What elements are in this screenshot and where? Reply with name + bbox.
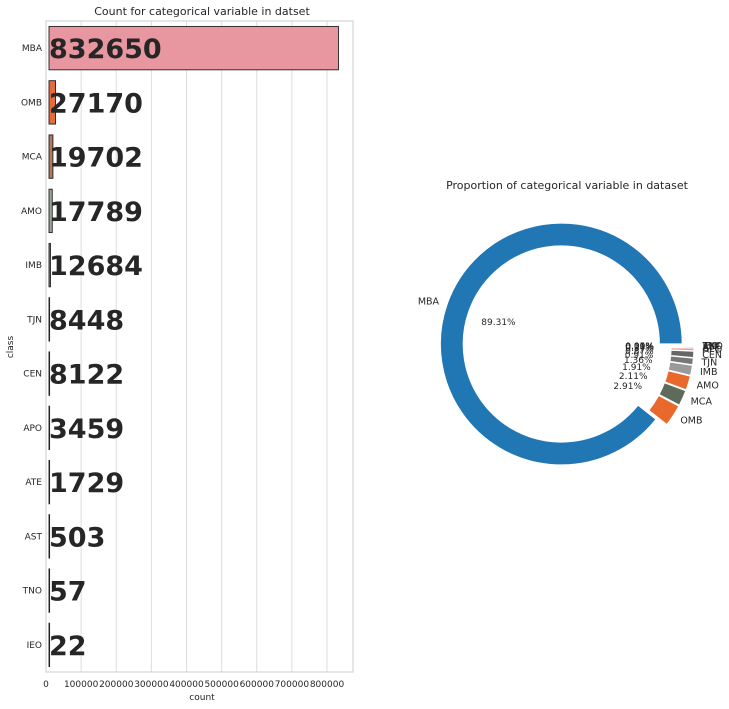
- bar-value-label: 12684: [49, 251, 143, 282]
- bar-value-label: 832650: [49, 34, 162, 65]
- pie-slice-label: TJN: [701, 358, 718, 369]
- pie-pct-label: 0.00%: [625, 342, 654, 352]
- y-tick-label: IEO: [27, 641, 42, 651]
- pie-slice-label: ATE: [703, 342, 721, 353]
- y-axis-label: class: [6, 336, 16, 359]
- bar-value-label: 22: [49, 631, 87, 662]
- pie-pct-label: 0.37%: [625, 344, 654, 354]
- bar-value-label: 3459: [49, 414, 124, 445]
- bar-value-label: 17789: [49, 197, 143, 228]
- x-tick-label: 600000: [240, 680, 275, 690]
- pie-pct-label: 0.19%: [625, 343, 654, 353]
- y-tick-label: MBA: [22, 44, 43, 54]
- pie-pct-label: 89.31%: [481, 318, 516, 328]
- bar: [48, 80, 56, 125]
- pie-slice-label: AMO: [697, 381, 719, 392]
- y-tick-label: MCA: [22, 153, 43, 163]
- pie-slice-label: AST: [703, 341, 722, 352]
- x-tick-label: 800000: [310, 680, 345, 690]
- y-tick-label: OMB: [21, 98, 42, 108]
- x-axis-label: count: [189, 693, 215, 703]
- bar: [48, 568, 51, 613]
- bar: [48, 242, 51, 288]
- bar-value-label: 57: [49, 577, 87, 608]
- pie-pct-label: 0.01%: [625, 342, 654, 352]
- bar: [48, 459, 51, 505]
- x-tick-label: 100000: [64, 680, 99, 690]
- pie-slice-label: MBA: [418, 296, 440, 307]
- pie-slice-label: IMB: [700, 367, 718, 378]
- bar: [48, 25, 339, 71]
- bar: [48, 622, 51, 668]
- y-tick-label: TJN: [26, 315, 42, 325]
- y-tick-label: ATE: [25, 478, 42, 488]
- y-tick-label: CEN: [23, 370, 42, 380]
- bar-value-label: 19702: [49, 143, 143, 174]
- bar: [48, 405, 51, 451]
- bar: [48, 514, 51, 559]
- pie-slice-label: APO: [702, 345, 722, 356]
- y-tick-label: IMB: [25, 261, 42, 271]
- pie-pct-label: 2.11%: [619, 372, 648, 382]
- pie-pct-label: 0.87%: [625, 347, 654, 357]
- y-tick-label: APO: [23, 424, 42, 434]
- bar: [48, 297, 51, 342]
- bar: [48, 351, 51, 396]
- bar: [48, 134, 54, 179]
- x-tick-label: 200000: [99, 680, 134, 690]
- x-tick-label: 400000: [169, 680, 204, 690]
- pie-slice: [439, 222, 683, 466]
- bar-plot-frame: [45, 20, 354, 673]
- pie-slice-label: MCA: [691, 397, 713, 408]
- pie-slice-label: CEN: [702, 350, 722, 361]
- pie-slice: [663, 369, 692, 391]
- pie-pct-label: 0.91%: [625, 351, 654, 361]
- bar-value-label: 8122: [49, 360, 124, 391]
- bar-chart-title: Count for categorical variable in datset: [94, 5, 310, 18]
- x-tick-label: 500000: [204, 680, 239, 690]
- pie-chart-title: Proportion of categorical variable in da…: [446, 179, 689, 192]
- bar-value-label: 1729: [49, 468, 124, 499]
- pie-slice-label: OMB: [680, 415, 702, 426]
- pie-slice-label: IEO: [703, 341, 719, 352]
- y-tick-label: AMO: [21, 207, 42, 217]
- pie-slice: [658, 381, 687, 407]
- pie-chart: Proportion of categorical variable in da…: [418, 179, 723, 466]
- y-tick-label: TNO: [22, 587, 42, 597]
- bar-value-label: 27170: [49, 88, 143, 119]
- y-tick-label: AST: [25, 532, 43, 542]
- x-tick-label: 0: [43, 680, 49, 690]
- pie-pct-label: 1.91%: [622, 363, 651, 373]
- pie-pct-label: 2.91%: [613, 382, 642, 392]
- pie-pct-label: 0.05%: [625, 342, 654, 352]
- pie-pct-label: 1.36%: [624, 356, 653, 366]
- x-tick-label: 700000: [275, 680, 310, 690]
- x-tick-label: 300000: [134, 680, 169, 690]
- pie-slice: [647, 394, 680, 426]
- bar-chart: Count for categorical variable in datset…: [6, 5, 354, 703]
- bar-value-label: 503: [49, 522, 105, 553]
- pie-slice-label: TNO: [702, 341, 723, 352]
- bar-value-label: 8448: [49, 305, 124, 336]
- bar: [48, 188, 53, 234]
